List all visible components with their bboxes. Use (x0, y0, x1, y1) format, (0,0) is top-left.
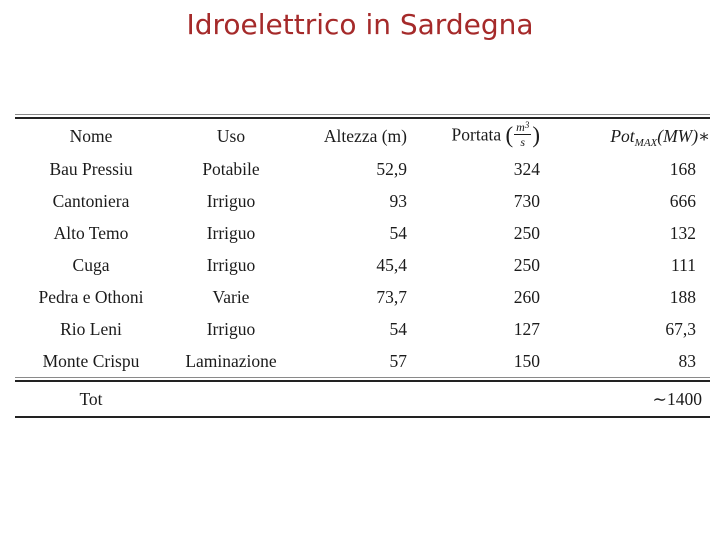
cell-potmax: 67,3 (665, 318, 696, 339)
cell-portata: 250 (513, 254, 540, 275)
total-value: ∼1400 (652, 388, 702, 409)
cell-altezza: 93 (389, 190, 408, 211)
total-row-table: Tot ∼1400 (15, 382, 710, 416)
table-row: Cantoniera Irriguo 93 730 666 (15, 185, 712, 217)
cell-portata: 260 (513, 286, 540, 307)
cell-potmax: 168 (669, 158, 696, 179)
cell-nome: Monte Crispu (42, 350, 140, 371)
cell-potmax: 188 (669, 286, 696, 307)
cell-uso: Potabile (202, 158, 260, 179)
cell-potmax: 132 (669, 222, 696, 243)
table-row: Monte Crispu Laminazione 57 150 83 (15, 345, 712, 377)
cell-altezza: 54 (389, 222, 408, 243)
cell-uso: Irriguo (206, 254, 256, 275)
pot-subscript: MAX (634, 136, 658, 149)
fraction-denominator: s (520, 134, 526, 149)
cell-nome: Cantoniera (52, 190, 130, 211)
cell-nome: Rio Leni (60, 318, 122, 339)
table-bottom-rule (15, 416, 710, 418)
table-header-row: Nome Uso Altezza (m) Portata (m3 s) PotMA… (15, 119, 712, 153)
slide-title: Idroelettrico in Sardegna (186, 8, 534, 41)
cell-altezza: 45,4 (376, 254, 407, 275)
pot-unit: (MW) (657, 125, 699, 146)
table-top-rule (15, 114, 710, 119)
cell-uso: Irriguo (206, 318, 256, 339)
pot-label: Pot (610, 125, 635, 146)
cell-uso: Irriguo (206, 190, 256, 211)
table-row: Rio Leni Irriguo 54 127 67,3 (15, 313, 712, 345)
col-header-uso: Uso (216, 125, 246, 146)
portata-label: Portata (451, 124, 506, 145)
cell-altezza: 73,7 (376, 286, 407, 307)
cell-altezza: 52,9 (376, 158, 407, 179)
cell-potmax: 666 (669, 190, 696, 211)
total-label: Tot (79, 388, 103, 409)
cell-nome: Bau Pressiu (49, 158, 133, 179)
cell-portata: 730 (513, 190, 540, 211)
portata-open-paren: ( (505, 122, 514, 148)
cell-portata: 250 (513, 222, 540, 243)
cell-potmax: 83 (678, 350, 697, 371)
col-header-portata: Portata (m3 s) (407, 119, 540, 153)
total-row: Tot ∼1400 (15, 382, 710, 416)
fraction-numerator: m3 (514, 119, 532, 135)
cell-altezza: 57 (389, 350, 408, 371)
pot-asterisk: ∗ (698, 125, 710, 146)
plants-table: Nome Uso Altezza (m) Portata (m3 s) PotMA… (15, 119, 712, 377)
data-table: Nome Uso Altezza (m) Portata (m3 s) PotMA… (15, 114, 710, 418)
cell-nome: Alto Temo (53, 222, 129, 243)
table-row: Cuga Irriguo 45,4 250 111 (15, 249, 712, 281)
cell-nome: Pedra e Othoni (38, 286, 144, 307)
cell-altezza: 54 (389, 318, 408, 339)
cell-nome: Cuga (72, 254, 110, 275)
table-row: Alto Temo Irriguo 54 250 132 (15, 217, 712, 249)
col-header-altezza: Altezza (m) (323, 125, 407, 146)
table-total-rule (15, 377, 710, 382)
cell-potmax: 111 (671, 254, 696, 275)
portata-fraction: m3 s (514, 119, 532, 149)
table-row: Bau Pressiu Potabile 52,9 324 168 (15, 153, 712, 185)
cell-uso: Varie (212, 286, 250, 307)
cell-portata: 127 (513, 318, 540, 339)
cell-portata: 324 (513, 158, 540, 179)
col-header-potmax: PotMAX(MW)∗ (540, 119, 712, 153)
cell-uso: Irriguo (206, 222, 256, 243)
col-header-nome: Nome (69, 125, 113, 146)
cell-uso: Laminazione (185, 350, 277, 371)
table-row: Pedra e Othoni Varie 73,7 260 188 (15, 281, 712, 313)
cell-portata: 150 (513, 350, 540, 371)
portata-close-paren: ) (532, 122, 540, 148)
